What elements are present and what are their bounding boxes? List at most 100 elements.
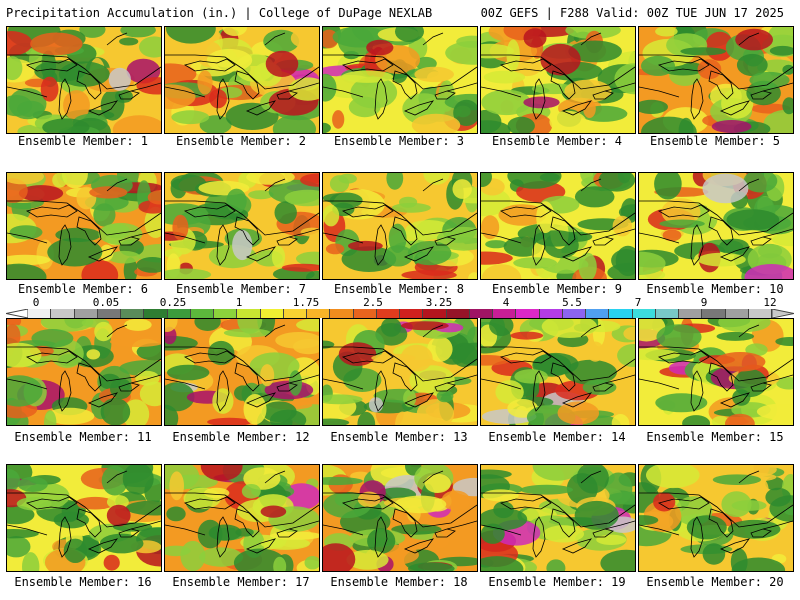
precip-field-map	[639, 27, 793, 133]
precip-field-map	[165, 27, 319, 133]
colorbar-swatch	[376, 309, 400, 318]
precip-field-map	[165, 173, 319, 279]
precip-field-map	[481, 27, 635, 133]
ensemble-member-map	[164, 172, 320, 280]
colorbar-swatch	[190, 309, 214, 318]
ensemble-member-label: Ensemble Member: 3	[333, 134, 465, 148]
ensemble-member-map	[6, 464, 162, 572]
ensemble-member-label: Ensemble Member: 8	[333, 282, 465, 296]
ensemble-member-label: Ensemble Member: 13	[330, 430, 468, 444]
valid-time: 00Z GEFS | F288 Valid: 00Z TUE JUN 17 20…	[480, 6, 784, 20]
colorbar-tick-label: 5.5	[562, 296, 582, 309]
ensemble-member-label: Ensemble Member: 4	[491, 134, 623, 148]
colorbar-swatch	[539, 309, 563, 318]
ensemble-member-label: Ensemble Member: 20	[646, 575, 784, 589]
ensemble-member-label: Ensemble Member: 10	[646, 282, 784, 296]
ensemble-member-map	[164, 464, 320, 572]
ensemble-member-map	[638, 318, 794, 426]
colorbar-swatch	[214, 309, 238, 318]
ensemble-member-label: Ensemble Member: 12	[172, 430, 310, 444]
colorbar-tick-label: 9	[700, 296, 708, 309]
colorbar-swatch	[121, 309, 145, 318]
colorbar-tick-label: 0.25	[159, 296, 187, 309]
colorbar-max-arrow-outline	[772, 309, 794, 318]
precip-field-map	[165, 319, 319, 425]
ensemble-member-map	[6, 318, 162, 426]
precip-colorbar: 0 0.05 0.25 1 1.75 2.5 3.25 4 5.5 7 9 12	[6, 296, 794, 320]
colorbar-swatch	[97, 309, 121, 318]
colorbar-swatch	[493, 309, 517, 318]
ensemble-member-label: Ensemble Member: 6	[17, 282, 149, 296]
ensemble-member-map	[480, 464, 636, 572]
colorbar-swatch	[446, 309, 470, 318]
precip-field-map	[481, 465, 635, 571]
ensemble-member-label: Ensemble Member: 11	[14, 430, 152, 444]
colorbar-max-arrow	[772, 309, 794, 317]
colorbar-tick-label: 3.25	[425, 296, 453, 309]
colorbar-swatch	[725, 309, 749, 318]
colorbar-min-arrow	[6, 309, 28, 317]
colorbar-tick-label: 12	[763, 296, 777, 309]
ensemble-member-map	[638, 464, 794, 572]
ensemble-member-map	[322, 464, 478, 572]
ensemble-member-label: Ensemble Member: 15	[646, 430, 784, 444]
ensemble-member-map	[638, 26, 794, 134]
ensemble-member-map	[322, 172, 478, 280]
colorbar-swatch	[469, 309, 493, 318]
ensemble-member-label: Ensemble Member: 19	[488, 575, 626, 589]
colorbar-swatch	[702, 309, 726, 318]
colorbar-swatch	[748, 309, 772, 318]
precip-field-map	[323, 173, 477, 279]
colorbar-tick-label: 0	[32, 296, 40, 309]
ensemble-member-label: Ensemble Member: 5	[649, 134, 781, 148]
precip-field-map	[7, 465, 161, 571]
ensemble-member-map	[6, 172, 162, 280]
ensemble-member-label: Ensemble Member: 7	[175, 282, 307, 296]
ensemble-member-label: Ensemble Member: 9	[491, 282, 623, 296]
colorbar-tick-label: 1	[235, 296, 243, 309]
colorbar-swatch	[283, 309, 307, 318]
ensemble-member-label: Ensemble Member: 18	[330, 575, 468, 589]
ensemble-member-label: Ensemble Member: 2	[175, 134, 307, 148]
ensemble-member-map	[480, 318, 636, 426]
precip-field-map	[481, 319, 635, 425]
precip-field-map	[165, 465, 319, 571]
colorbar-scale	[28, 309, 772, 318]
colorbar-swatch	[609, 309, 633, 318]
map-title: Precipitation Accumulation (in.) | Colle…	[6, 6, 433, 20]
colorbar-swatch	[51, 309, 75, 318]
precip-field-map	[639, 319, 793, 425]
precip-field-map	[639, 173, 793, 279]
colorbar-tick-label: 7	[634, 296, 642, 309]
colorbar-swatch	[237, 309, 261, 318]
colorbar-swatch	[307, 309, 331, 318]
colorbar-min-arrow-outline	[6, 309, 28, 318]
ensemble-member-map	[480, 26, 636, 134]
precip-field-map	[7, 173, 161, 279]
colorbar-swatch	[655, 309, 679, 318]
colorbar-tick-label: 4	[502, 296, 510, 309]
precip-field-map	[323, 319, 477, 425]
precip-field-map	[481, 173, 635, 279]
ensemble-member-map	[164, 26, 320, 134]
precip-field-map	[323, 27, 477, 133]
colorbar-swatch	[562, 309, 586, 318]
ensemble-member-map	[322, 26, 478, 134]
colorbar-tick-label: 2.5	[363, 296, 383, 309]
ensemble-member-label: Ensemble Member: 14	[488, 430, 626, 444]
colorbar-swatch	[167, 309, 191, 318]
colorbar-swatch	[423, 309, 447, 318]
colorbar-swatch	[260, 309, 284, 318]
colorbar-swatch	[400, 309, 424, 318]
colorbar-swatch	[28, 309, 52, 318]
ensemble-member-label: Ensemble Member: 16	[14, 575, 152, 589]
ensemble-member-map	[638, 172, 794, 280]
colorbar-tick-label: 1.75	[292, 296, 320, 309]
ensemble-member-map	[322, 318, 478, 426]
colorbar-swatch	[586, 309, 610, 318]
colorbar-tick-label: 0.05	[92, 296, 120, 309]
ensemble-member-map	[480, 172, 636, 280]
colorbar-swatch	[144, 309, 168, 318]
precip-field-map	[7, 27, 161, 133]
colorbar-swatch	[516, 309, 540, 318]
